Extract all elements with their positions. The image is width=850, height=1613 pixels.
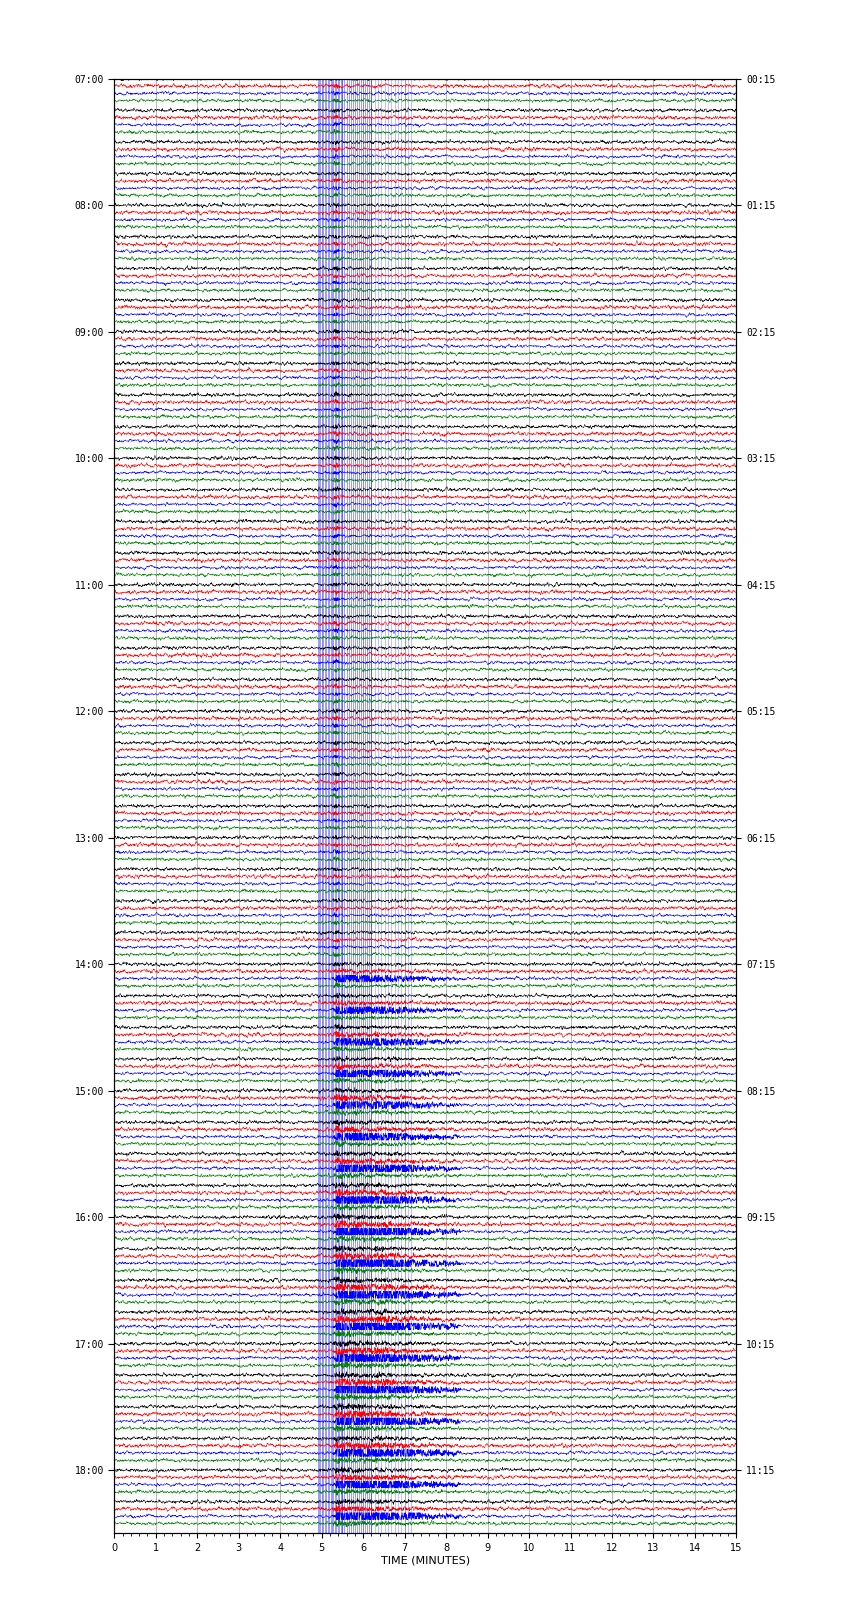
X-axis label: TIME (MINUTES): TIME (MINUTES) [381, 1557, 470, 1566]
